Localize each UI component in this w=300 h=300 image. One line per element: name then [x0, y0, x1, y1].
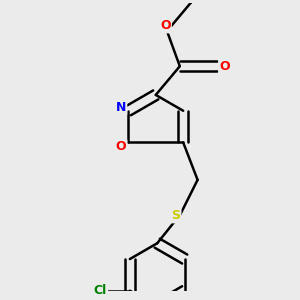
Text: O: O: [116, 140, 126, 153]
Text: O: O: [219, 60, 230, 73]
Text: Cl: Cl: [94, 284, 107, 297]
Text: N: N: [116, 101, 126, 114]
Text: S: S: [172, 209, 181, 222]
Text: O: O: [160, 20, 171, 32]
